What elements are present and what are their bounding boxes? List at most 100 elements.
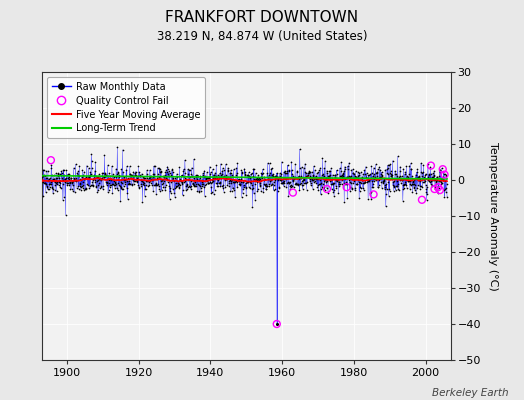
Point: [320, 184, 329, 190]
Point: [196, 183, 204, 189]
Point: [66, 186, 74, 193]
Point: [109, 181, 117, 188]
Point: [309, 173, 318, 179]
Point: [215, 174, 223, 180]
Point: [150, 176, 159, 182]
Point: [125, 180, 133, 186]
Point: [54, 170, 62, 176]
Point: [361, 171, 369, 178]
Point: [194, 173, 202, 180]
Point: [431, 177, 439, 183]
Point: [186, 184, 194, 190]
Point: [418, 179, 427, 185]
Point: [385, 162, 393, 168]
Point: [270, 178, 278, 185]
Point: [95, 185, 104, 191]
Point: [111, 180, 119, 186]
Point: [56, 180, 64, 186]
Point: [93, 178, 101, 185]
Point: [255, 174, 264, 181]
Point: [358, 176, 367, 183]
Point: [96, 174, 104, 181]
Point: [263, 183, 271, 189]
Point: [289, 172, 298, 179]
Point: [310, 179, 318, 185]
Point: [320, 178, 328, 184]
Point: [318, 155, 326, 161]
Point: [85, 172, 94, 179]
Point: [117, 166, 126, 173]
Point: [123, 178, 132, 184]
Point: [135, 183, 143, 190]
Text: Berkeley Earth: Berkeley Earth: [432, 388, 508, 398]
Point: [317, 174, 325, 180]
Point: [386, 168, 395, 174]
Point: [298, 164, 306, 170]
Point: [253, 179, 261, 186]
Point: [147, 175, 156, 182]
Point: [417, 183, 425, 189]
Point: [378, 173, 386, 179]
Point: [94, 182, 102, 189]
Point: [197, 177, 205, 184]
Y-axis label: Temperature Anomaly (°C): Temperature Anomaly (°C): [488, 142, 498, 290]
Point: [169, 174, 178, 181]
Point: [292, 181, 300, 187]
Point: [432, 178, 441, 184]
Point: [77, 187, 85, 193]
Point: [278, 180, 287, 186]
Point: [208, 183, 216, 190]
Point: [117, 178, 125, 185]
Point: [95, 171, 103, 178]
Point: [281, 176, 289, 182]
Point: [355, 195, 363, 202]
Point: [340, 168, 348, 175]
Point: [171, 174, 179, 181]
Point: [205, 180, 213, 186]
Point: [413, 169, 421, 175]
Point: [212, 176, 221, 182]
Point: [304, 170, 313, 176]
Point: [155, 174, 163, 180]
Point: [372, 176, 380, 182]
Point: [294, 174, 302, 180]
Point: [181, 170, 189, 176]
Point: [43, 186, 52, 192]
Point: [131, 172, 139, 178]
Point: [139, 182, 148, 188]
Point: [399, 185, 408, 191]
Point: [84, 182, 92, 188]
Point: [99, 186, 107, 192]
Point: [268, 172, 276, 179]
Point: [202, 176, 211, 183]
Point: [240, 184, 248, 190]
Point: [214, 182, 222, 189]
Point: [164, 170, 172, 177]
Point: [443, 194, 451, 200]
Point: [276, 177, 285, 183]
Point: [167, 178, 175, 185]
Point: [104, 187, 113, 194]
Point: [334, 190, 342, 196]
Point: [297, 175, 305, 181]
Point: [379, 179, 387, 186]
Point: [271, 174, 280, 181]
Point: [242, 184, 250, 190]
Point: [49, 176, 57, 182]
Point: [190, 175, 199, 182]
Point: [91, 167, 99, 174]
Point: [308, 176, 316, 183]
Point: [91, 159, 100, 166]
Point: [113, 171, 121, 177]
Point: [66, 179, 74, 185]
Point: [82, 185, 90, 192]
Point: [200, 193, 209, 199]
Point: [431, 185, 439, 192]
Point: [232, 178, 240, 185]
Point: [280, 178, 288, 184]
Point: [162, 182, 170, 188]
Point: [397, 176, 405, 182]
Point: [207, 190, 215, 196]
Point: [189, 180, 197, 186]
Point: [362, 163, 370, 170]
